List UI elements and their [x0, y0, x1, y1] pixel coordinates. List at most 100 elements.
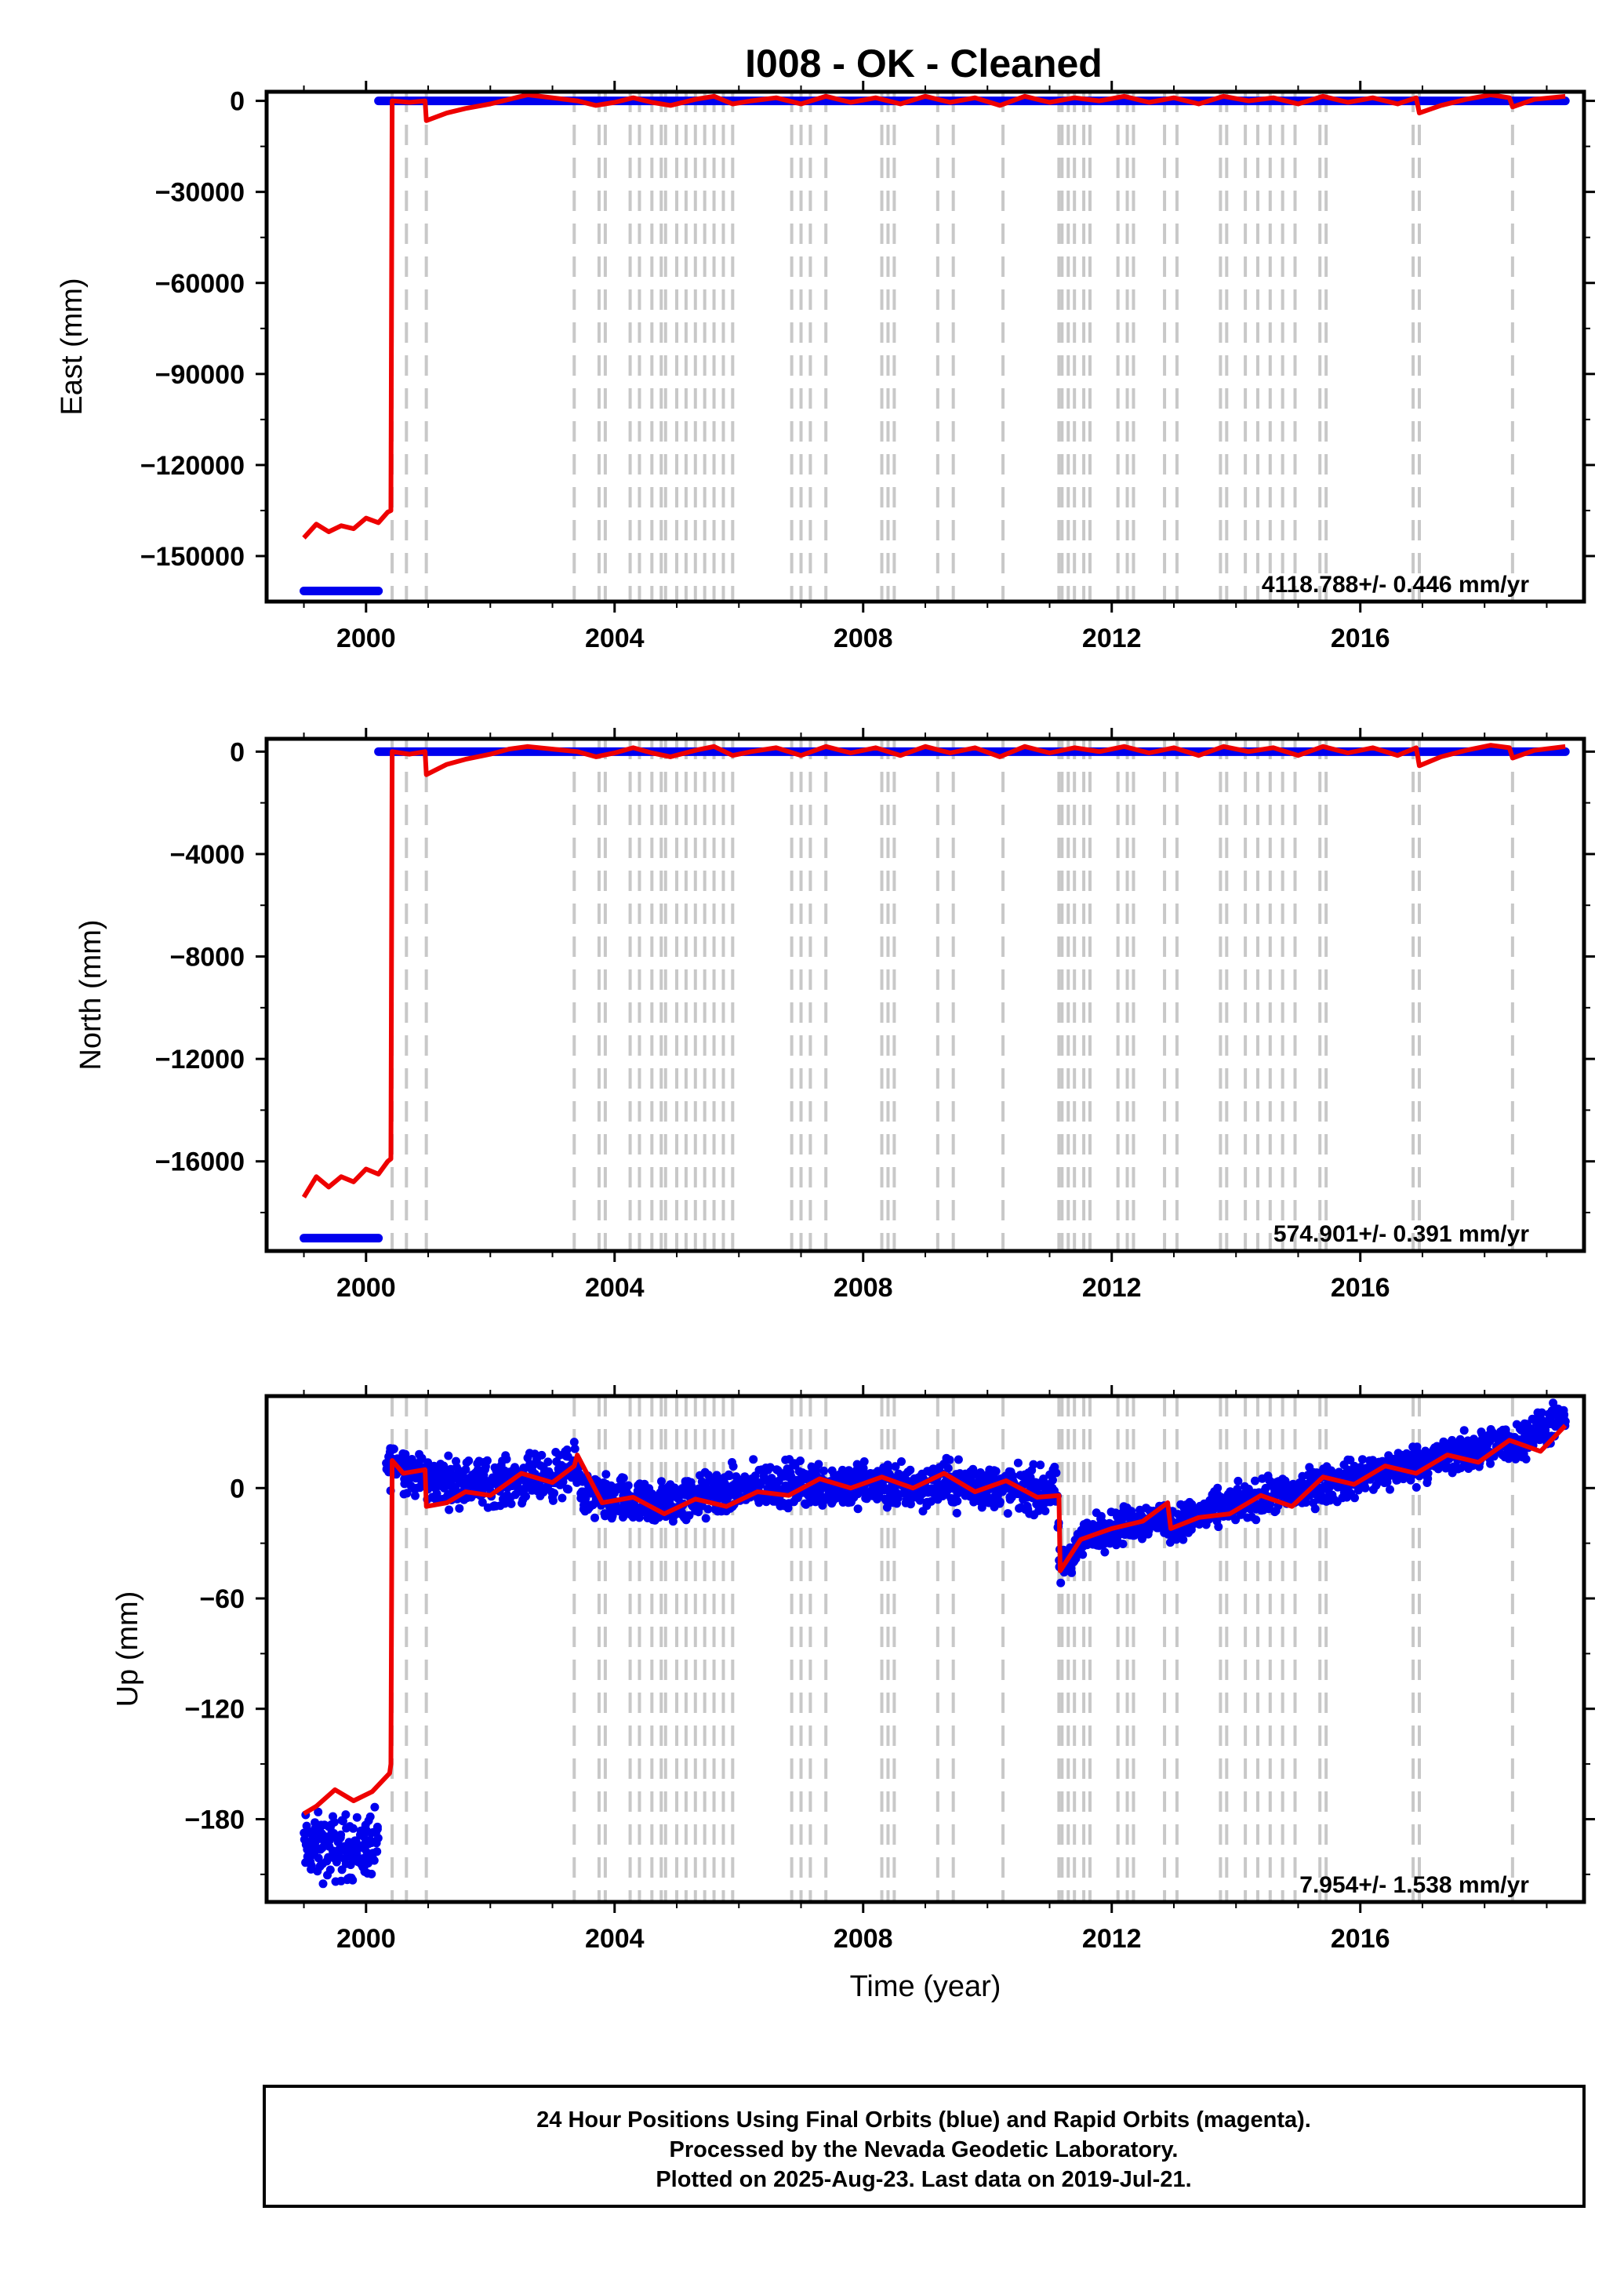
data-point — [882, 1503, 892, 1512]
ylabel-up: Up (mm) — [111, 1591, 144, 1707]
data-point — [373, 1834, 383, 1843]
xtick-label-north-3: 2012 — [1082, 1273, 1142, 1303]
data-point — [444, 1451, 453, 1460]
data-point — [482, 1456, 492, 1465]
ytick-label-north-3: −12000 — [155, 1045, 245, 1075]
data-point — [1056, 1578, 1066, 1587]
xtick-label-up-4: 2016 — [1331, 1924, 1390, 1954]
data-point — [1511, 1454, 1520, 1464]
xlabel-up: Time (year) — [850, 1970, 1001, 2003]
data-point — [1179, 1535, 1188, 1544]
data-point — [1346, 1456, 1355, 1464]
data-point — [975, 1468, 985, 1477]
data-point — [725, 1471, 734, 1481]
data-point — [1029, 1460, 1038, 1469]
data-point — [1233, 1476, 1243, 1485]
figure-title: I008 - OK - Cleaned — [745, 42, 1103, 85]
data-point — [367, 1869, 376, 1878]
data-point — [537, 1450, 547, 1460]
xtick-label-up-3: 2012 — [1082, 1924, 1142, 1954]
ylabel-north: North (mm) — [74, 919, 107, 1070]
data-point — [1213, 1483, 1223, 1493]
xtick-label-east-1: 2004 — [585, 624, 645, 653]
data-point — [954, 1455, 963, 1464]
data-point — [1127, 1507, 1136, 1516]
xtick-label-east-3: 2012 — [1082, 624, 1142, 653]
data-point — [859, 1457, 869, 1466]
data-point — [906, 1500, 915, 1509]
plot-area-north — [300, 739, 1570, 1251]
ytick-label-north-0: 0 — [230, 737, 245, 767]
data-point — [619, 1474, 628, 1482]
data-point — [1003, 1509, 1012, 1518]
data-point — [853, 1504, 863, 1514]
data-point — [348, 1824, 358, 1833]
model-line-north — [301, 743, 1566, 1198]
data-point — [411, 1491, 420, 1500]
data-point — [338, 1816, 347, 1826]
xtick-label-north-2: 2008 — [834, 1273, 893, 1303]
data-point — [1549, 1398, 1558, 1408]
data-point — [1350, 1461, 1359, 1471]
footer-line-3: Plotted on 2025-Aug-23. Last data on 201… — [656, 2167, 1191, 2192]
data-point — [307, 1861, 316, 1871]
data-point — [1251, 1476, 1259, 1485]
data-point — [570, 1444, 579, 1453]
data-point — [953, 1496, 962, 1506]
data-point — [1423, 1469, 1433, 1478]
data-point — [687, 1482, 696, 1492]
data-point — [341, 1810, 351, 1820]
data-point — [893, 1493, 903, 1503]
ytick-label-east-2: −60000 — [155, 269, 245, 299]
data-point — [1386, 1485, 1394, 1494]
data-point — [1537, 1408, 1546, 1417]
data-point — [1214, 1522, 1223, 1532]
data-point — [1118, 1540, 1128, 1548]
data-point — [601, 1470, 611, 1479]
ytick-label-up-1: −60 — [199, 1584, 245, 1614]
ytick-label-east-0: 0 — [230, 87, 245, 117]
data-point — [569, 1438, 579, 1447]
data-point — [445, 1505, 454, 1515]
data-point — [796, 1456, 805, 1465]
data-point — [728, 1462, 738, 1471]
data-point — [1412, 1447, 1422, 1456]
data-point — [329, 1817, 339, 1827]
ytick-label-north-4: −16000 — [155, 1147, 245, 1177]
panel-north: 0 −4000 −8000 −12000 −16000 2000 2004 2008 2012 2… — [74, 728, 1595, 1303]
data-point — [991, 1467, 1001, 1476]
data-point — [685, 1511, 694, 1520]
xtick-label-east-4: 2016 — [1331, 624, 1390, 653]
data-point — [455, 1504, 464, 1513]
panel-east: 0 −30000 −60000 −90000 −120000 −150000 2000 200… — [56, 81, 1595, 653]
ytick-label-east-4: −120000 — [140, 451, 245, 481]
data-point — [1350, 1493, 1359, 1503]
ytick-label-east-1: −30000 — [155, 178, 245, 208]
data-point — [1560, 1416, 1570, 1426]
data-point — [952, 1508, 961, 1518]
data-point — [464, 1456, 474, 1465]
footer-line-1: 24 Hour Positions Using Final Orbits (bl… — [536, 2107, 1311, 2133]
data-point — [543, 1457, 553, 1467]
data-point — [478, 1498, 487, 1507]
data-point — [1261, 1483, 1270, 1493]
data-point — [1100, 1547, 1110, 1557]
data-point — [372, 1847, 382, 1856]
ylabel-east: East (mm) — [56, 278, 89, 415]
data-point — [943, 1464, 953, 1473]
data-point — [500, 1499, 510, 1508]
model-line-east — [302, 92, 1566, 540]
data-point — [749, 1455, 758, 1464]
data-point — [1470, 1435, 1478, 1444]
data-point — [1096, 1511, 1106, 1521]
ytick-label-east-3: −90000 — [155, 360, 245, 390]
plot-area-east — [300, 92, 1570, 602]
data-point — [1521, 1454, 1531, 1464]
xtick-label-north-0: 2000 — [336, 1273, 396, 1303]
data-point — [389, 1445, 398, 1453]
xtick-label-up-1: 2004 — [585, 1924, 645, 1954]
data-point — [1036, 1460, 1045, 1470]
data-point — [562, 1445, 572, 1454]
